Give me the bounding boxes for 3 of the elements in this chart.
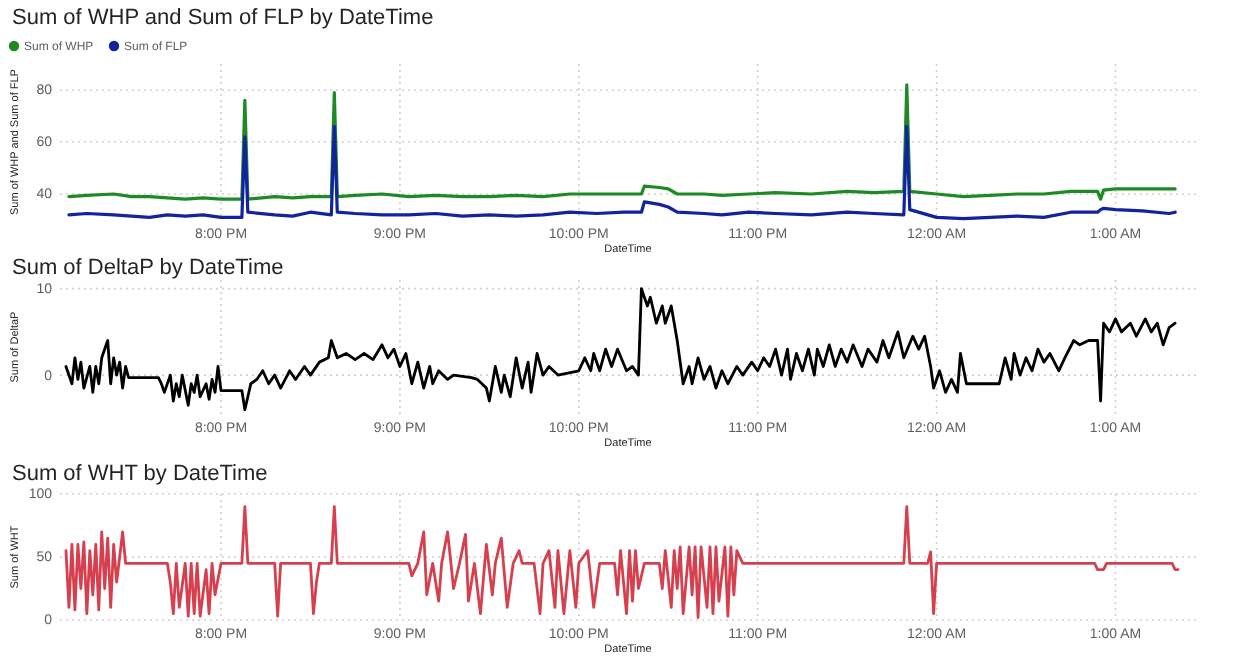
chart-title: Sum of DeltaP by DateTime — [12, 256, 284, 280]
chart-title: Sum of WHP and Sum of FLP by DateTime — [12, 6, 434, 30]
chart-title: Sum of WHT by DateTime — [12, 462, 268, 486]
